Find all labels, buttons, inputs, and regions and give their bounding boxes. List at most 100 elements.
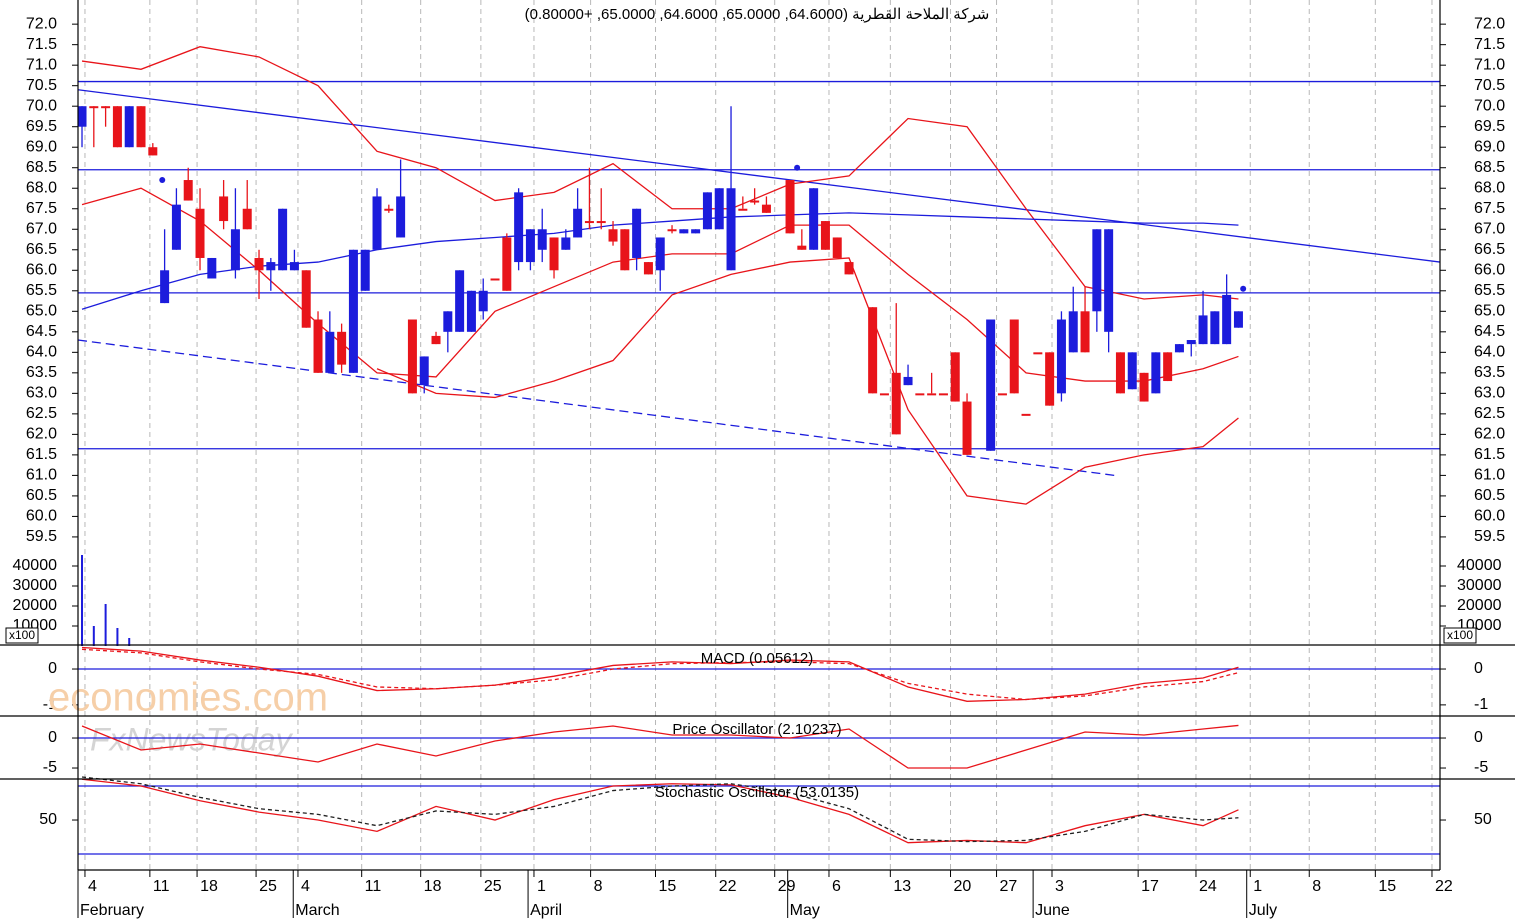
- marker-dot: [159, 177, 166, 184]
- x-tick-label: 25: [484, 878, 502, 895]
- x-tick-label: 13: [893, 878, 911, 895]
- candle-body: [596, 221, 606, 224]
- y-tick-label-right: 70.5: [1474, 77, 1505, 94]
- marker-dot: [1240, 285, 1247, 292]
- candle-body: [136, 106, 146, 148]
- y-tick-label-left: 0: [48, 729, 57, 746]
- candle-body: [1139, 372, 1149, 402]
- candle-body: [195, 208, 205, 258]
- candle-body: [89, 106, 99, 109]
- candle-body: [832, 237, 842, 258]
- unit-label: x100: [9, 628, 35, 642]
- x-tick-label: 22: [719, 878, 737, 895]
- y-tick-label-left: 62.0: [26, 426, 57, 443]
- y-tick-label-right: 68.0: [1474, 179, 1505, 196]
- candle-body: [785, 180, 795, 234]
- watermark: economies.com: [48, 676, 328, 720]
- candle-body: [254, 257, 264, 271]
- y-tick-label-right: 20000: [1457, 597, 1502, 614]
- y-tick-label-left: 69.0: [26, 138, 57, 155]
- y-tick-label-right: 69.5: [1474, 118, 1505, 135]
- y-tick-label-left: 70.5: [26, 77, 57, 94]
- y-tick-label-right: 40000: [1457, 557, 1502, 574]
- candle-body: [950, 352, 960, 402]
- y-tick-label-left: 68.5: [26, 159, 57, 176]
- y-tick-label-right: 30000: [1457, 577, 1502, 594]
- candle-body: [1222, 294, 1232, 345]
- candle-body: [573, 208, 583, 238]
- y-tick-label-left: 20000: [13, 597, 58, 614]
- trend-line: [77, 339, 1115, 477]
- y-tick-label-left: 63.5: [26, 364, 57, 381]
- panel-title: Price Oscillator (2.10237): [672, 721, 841, 738]
- month-label: May: [790, 902, 820, 919]
- y-tick-label-right: 65.0: [1474, 303, 1505, 320]
- candle-body: [278, 208, 288, 271]
- y-tick-label-left: 66.5: [26, 241, 57, 258]
- y-tick-label-left: 66.0: [26, 262, 57, 279]
- candle-body: [101, 106, 111, 109]
- candle-body: [891, 372, 901, 435]
- candle-body: [525, 229, 535, 263]
- candle-body: [230, 229, 240, 271]
- candle-body: [1233, 311, 1243, 328]
- month-label: July: [1249, 902, 1277, 919]
- y-tick-label-left: 60.5: [26, 487, 57, 504]
- candle-body: [502, 237, 512, 291]
- y-tick-label-left: -1: [43, 696, 57, 713]
- indicator-line: [81, 724, 1239, 769]
- candle-body: [1104, 229, 1114, 332]
- candle-body: [1080, 311, 1090, 353]
- candle-body: [466, 290, 476, 332]
- candle-body: [584, 221, 594, 224]
- y-tick-label-right: 64.0: [1474, 344, 1505, 361]
- candle-body: [160, 270, 170, 304]
- candle-body: [1198, 315, 1208, 345]
- y-tick-label-right: 64.5: [1474, 323, 1505, 340]
- y-tick-label-right: 66.5: [1474, 241, 1505, 258]
- y-tick-label-left: 65.0: [26, 303, 57, 320]
- unit-box: [1443, 627, 1477, 644]
- candle-body: [879, 393, 889, 396]
- candle-body: [750, 200, 760, 203]
- candle-body: [431, 335, 441, 345]
- indicator-line: [81, 46, 1239, 300]
- y-tick-label-left: 64.0: [26, 344, 57, 361]
- candle-body: [171, 204, 181, 250]
- panel-title: شركة الملاحة القطرية (64.6000, 65.0000, …: [525, 6, 990, 23]
- x-tick-label: 4: [88, 878, 97, 895]
- panel-title: Stochastic Oscillator (53.0135): [655, 784, 859, 801]
- candle-body: [1210, 311, 1220, 345]
- candle-body: [561, 237, 571, 250]
- y-tick-label-left: 69.5: [26, 118, 57, 135]
- y-tick-label-left: 61.0: [26, 467, 57, 484]
- x-tick-label: 15: [1378, 878, 1396, 895]
- candle-body: [407, 319, 417, 394]
- candle-body: [667, 229, 677, 232]
- candle-body: [1045, 352, 1055, 406]
- candle-body: [632, 208, 642, 258]
- y-tick-label-right: 0: [1474, 729, 1483, 746]
- x-tick-label: 29: [778, 878, 796, 895]
- candle-body: [313, 319, 323, 373]
- indicator-line: [81, 776, 1239, 843]
- indicator-line: [81, 778, 1239, 844]
- candle-body: [148, 147, 158, 156]
- volume-bar: [92, 626, 95, 646]
- candle-body: [219, 196, 229, 222]
- unit-label: x100: [1447, 628, 1473, 642]
- candle-body: [207, 257, 217, 279]
- y-tick-label-right: 63.5: [1474, 364, 1505, 381]
- candle-body: [337, 331, 347, 365]
- y-tick-label-left: 0: [48, 660, 57, 677]
- candle-body: [1033, 352, 1043, 355]
- candle-body: [77, 106, 87, 127]
- x-tick-label: 17: [1141, 878, 1159, 895]
- y-tick-label-right: 67.5: [1474, 200, 1505, 217]
- y-tick-label-right: 63.0: [1474, 385, 1505, 402]
- y-tick-label-left: 30000: [13, 577, 58, 594]
- y-tick-label-left: 63.0: [26, 385, 57, 402]
- candle-body: [1092, 229, 1102, 312]
- y-tick-label-right: 50: [1474, 811, 1492, 828]
